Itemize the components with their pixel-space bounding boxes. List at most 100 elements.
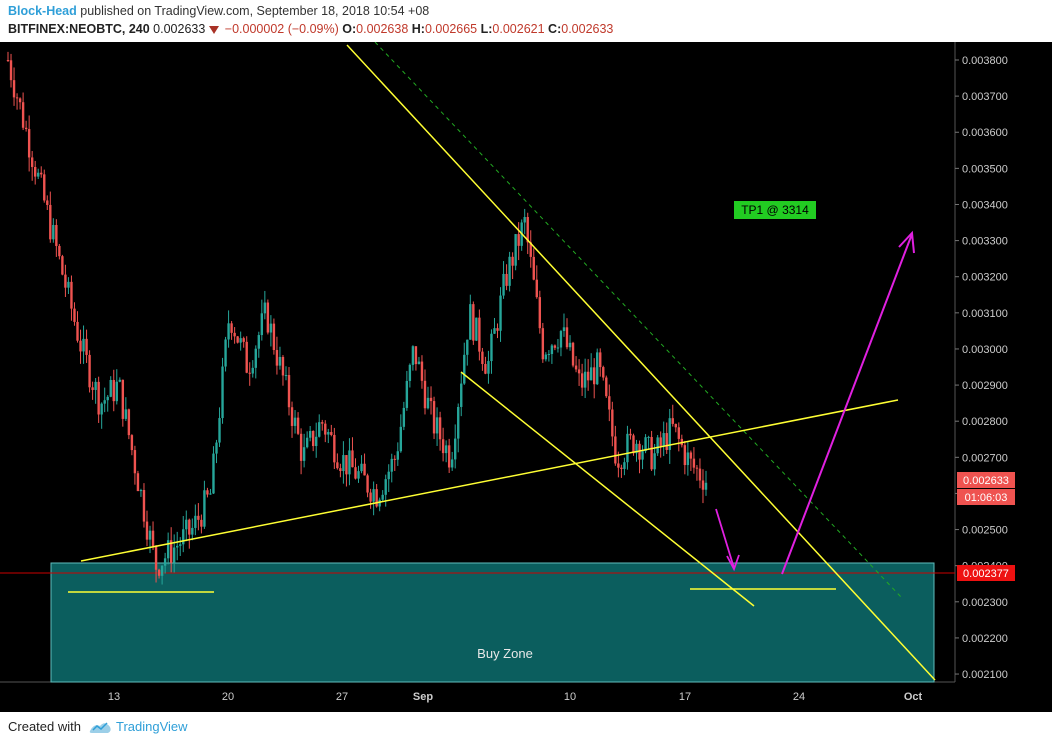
symbol-info: BITFINEX:NEOBTC, 240 0.002633 −0.000002 … — [8, 22, 613, 36]
candle-body — [662, 433, 665, 447]
candle-body — [333, 434, 336, 463]
y-tick-label: 0.003700 — [962, 91, 1008, 103]
down-triangle-icon — [209, 25, 220, 34]
time-axis[interactable]: 13 20 27 Sep 10 17 24 Oct — [108, 691, 923, 703]
candle-body — [37, 172, 40, 177]
candle-body — [641, 451, 644, 460]
candle-body — [701, 480, 705, 490]
lower-descending-trendline — [460, 371, 755, 607]
upper-descending-trendline — [346, 44, 936, 681]
candle-body — [227, 323, 230, 340]
candle-body — [499, 295, 502, 331]
candle-body — [85, 338, 88, 355]
candle-body — [245, 341, 248, 373]
candle-body — [574, 365, 578, 370]
candle-body — [157, 569, 161, 576]
y-tick-label: 0.002300 — [962, 597, 1008, 609]
candle-body — [327, 432, 330, 435]
candle-body — [677, 427, 681, 439]
candle-body — [592, 367, 596, 385]
candle-body — [236, 336, 239, 343]
candle-body — [318, 422, 321, 437]
candle-body — [30, 157, 34, 167]
candle-body — [423, 380, 427, 409]
buy-zone — [50, 562, 935, 683]
candle-body — [91, 387, 94, 390]
candle-body — [88, 354, 91, 388]
candle-body — [502, 273, 505, 296]
candle-body — [650, 436, 653, 470]
candle-body — [541, 328, 545, 360]
candle-body — [106, 396, 109, 401]
open-value: 0.002638 — [356, 22, 409, 36]
candle-body — [653, 453, 656, 470]
candle-body — [315, 436, 318, 447]
candle-body — [632, 435, 635, 454]
candles — [6, 51, 708, 585]
candle-body — [638, 443, 641, 460]
candle-body — [242, 338, 245, 342]
candle-body — [602, 367, 605, 378]
chart-header: Block-Head published on TradingView.com,… — [0, 0, 1052, 42]
candle-body — [577, 369, 581, 374]
candle-body — [342, 455, 345, 472]
price-chart[interactable]: Buy Zone TP1 @ 3314 0.002100 0.002200 0.00… — [0, 41, 1052, 712]
candle-body — [94, 381, 97, 390]
symbol-name: BITFINEX:NEOBTC, 240 — [8, 22, 150, 36]
candle-body — [142, 490, 146, 522]
candle-body — [182, 529, 185, 545]
y-tick-label: 0.003000 — [962, 344, 1008, 356]
candle-body — [275, 350, 279, 366]
candle-body — [668, 418, 671, 450]
candle-body — [248, 372, 251, 374]
candle-body — [556, 347, 560, 349]
candle-body — [339, 468, 342, 472]
candle-body — [369, 492, 372, 502]
candle-body — [212, 453, 215, 494]
candle-body — [426, 397, 430, 409]
candle-body — [321, 422, 324, 424]
candle-body — [472, 304, 475, 341]
candle-body — [390, 458, 393, 472]
candle-body — [686, 452, 690, 466]
x-tick-label: Sep — [413, 691, 433, 703]
candle-body — [58, 245, 61, 257]
x-tick-label: 17 — [679, 691, 691, 703]
candle-body — [381, 494, 384, 500]
tradingview-logo-icon[interactable] — [88, 717, 112, 737]
author-name[interactable]: Block-Head — [8, 4, 77, 18]
x-tick-label: 13 — [108, 691, 120, 703]
y-tick-label: 0.002500 — [962, 525, 1008, 537]
price-axis[interactable]: 0.0021000.0022000.0023000.0024000.002500… — [955, 55, 1008, 681]
candle-body — [544, 354, 548, 360]
candle-body — [76, 321, 79, 341]
candle-body — [15, 97, 19, 99]
candle-body — [308, 430, 312, 438]
candle-body — [160, 565, 164, 576]
candle-body — [671, 418, 674, 424]
candle-body — [272, 323, 276, 351]
chart-area[interactable]: Buy Zone TP1 @ 3314 0.002100 0.002200 0.00… — [0, 41, 1052, 712]
y-tick-label: 0.002900 — [962, 380, 1008, 392]
candle-body — [568, 342, 572, 348]
candle-body — [692, 458, 696, 468]
candle-body — [100, 403, 103, 415]
candle-body — [263, 302, 267, 314]
candle-body — [133, 450, 137, 474]
candle-body — [124, 409, 128, 419]
candle-body — [12, 80, 16, 98]
candle-body — [704, 482, 708, 490]
candle-body — [9, 60, 13, 81]
candle-body — [115, 381, 118, 402]
candle-body — [644, 437, 647, 452]
candle-body — [97, 381, 100, 415]
candle-body — [179, 544, 182, 546]
candle-body — [511, 256, 514, 266]
tradingview-link[interactable]: TradingView — [116, 719, 188, 734]
candle-body — [209, 493, 212, 495]
candle-body — [302, 447, 306, 461]
candle-body — [363, 463, 366, 476]
candle-body — [145, 521, 149, 540]
candle-body — [112, 379, 115, 402]
candle-body — [372, 489, 375, 502]
